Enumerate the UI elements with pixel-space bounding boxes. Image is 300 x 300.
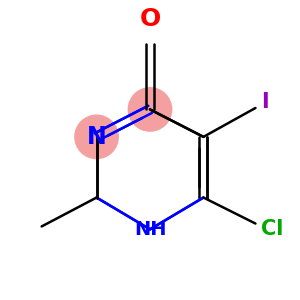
Text: Cl: Cl xyxy=(261,219,284,239)
Text: O: O xyxy=(140,8,160,31)
Text: I: I xyxy=(261,92,269,112)
Text: N: N xyxy=(87,125,106,149)
Circle shape xyxy=(75,115,118,158)
Text: NH: NH xyxy=(134,220,166,239)
Circle shape xyxy=(128,88,172,131)
